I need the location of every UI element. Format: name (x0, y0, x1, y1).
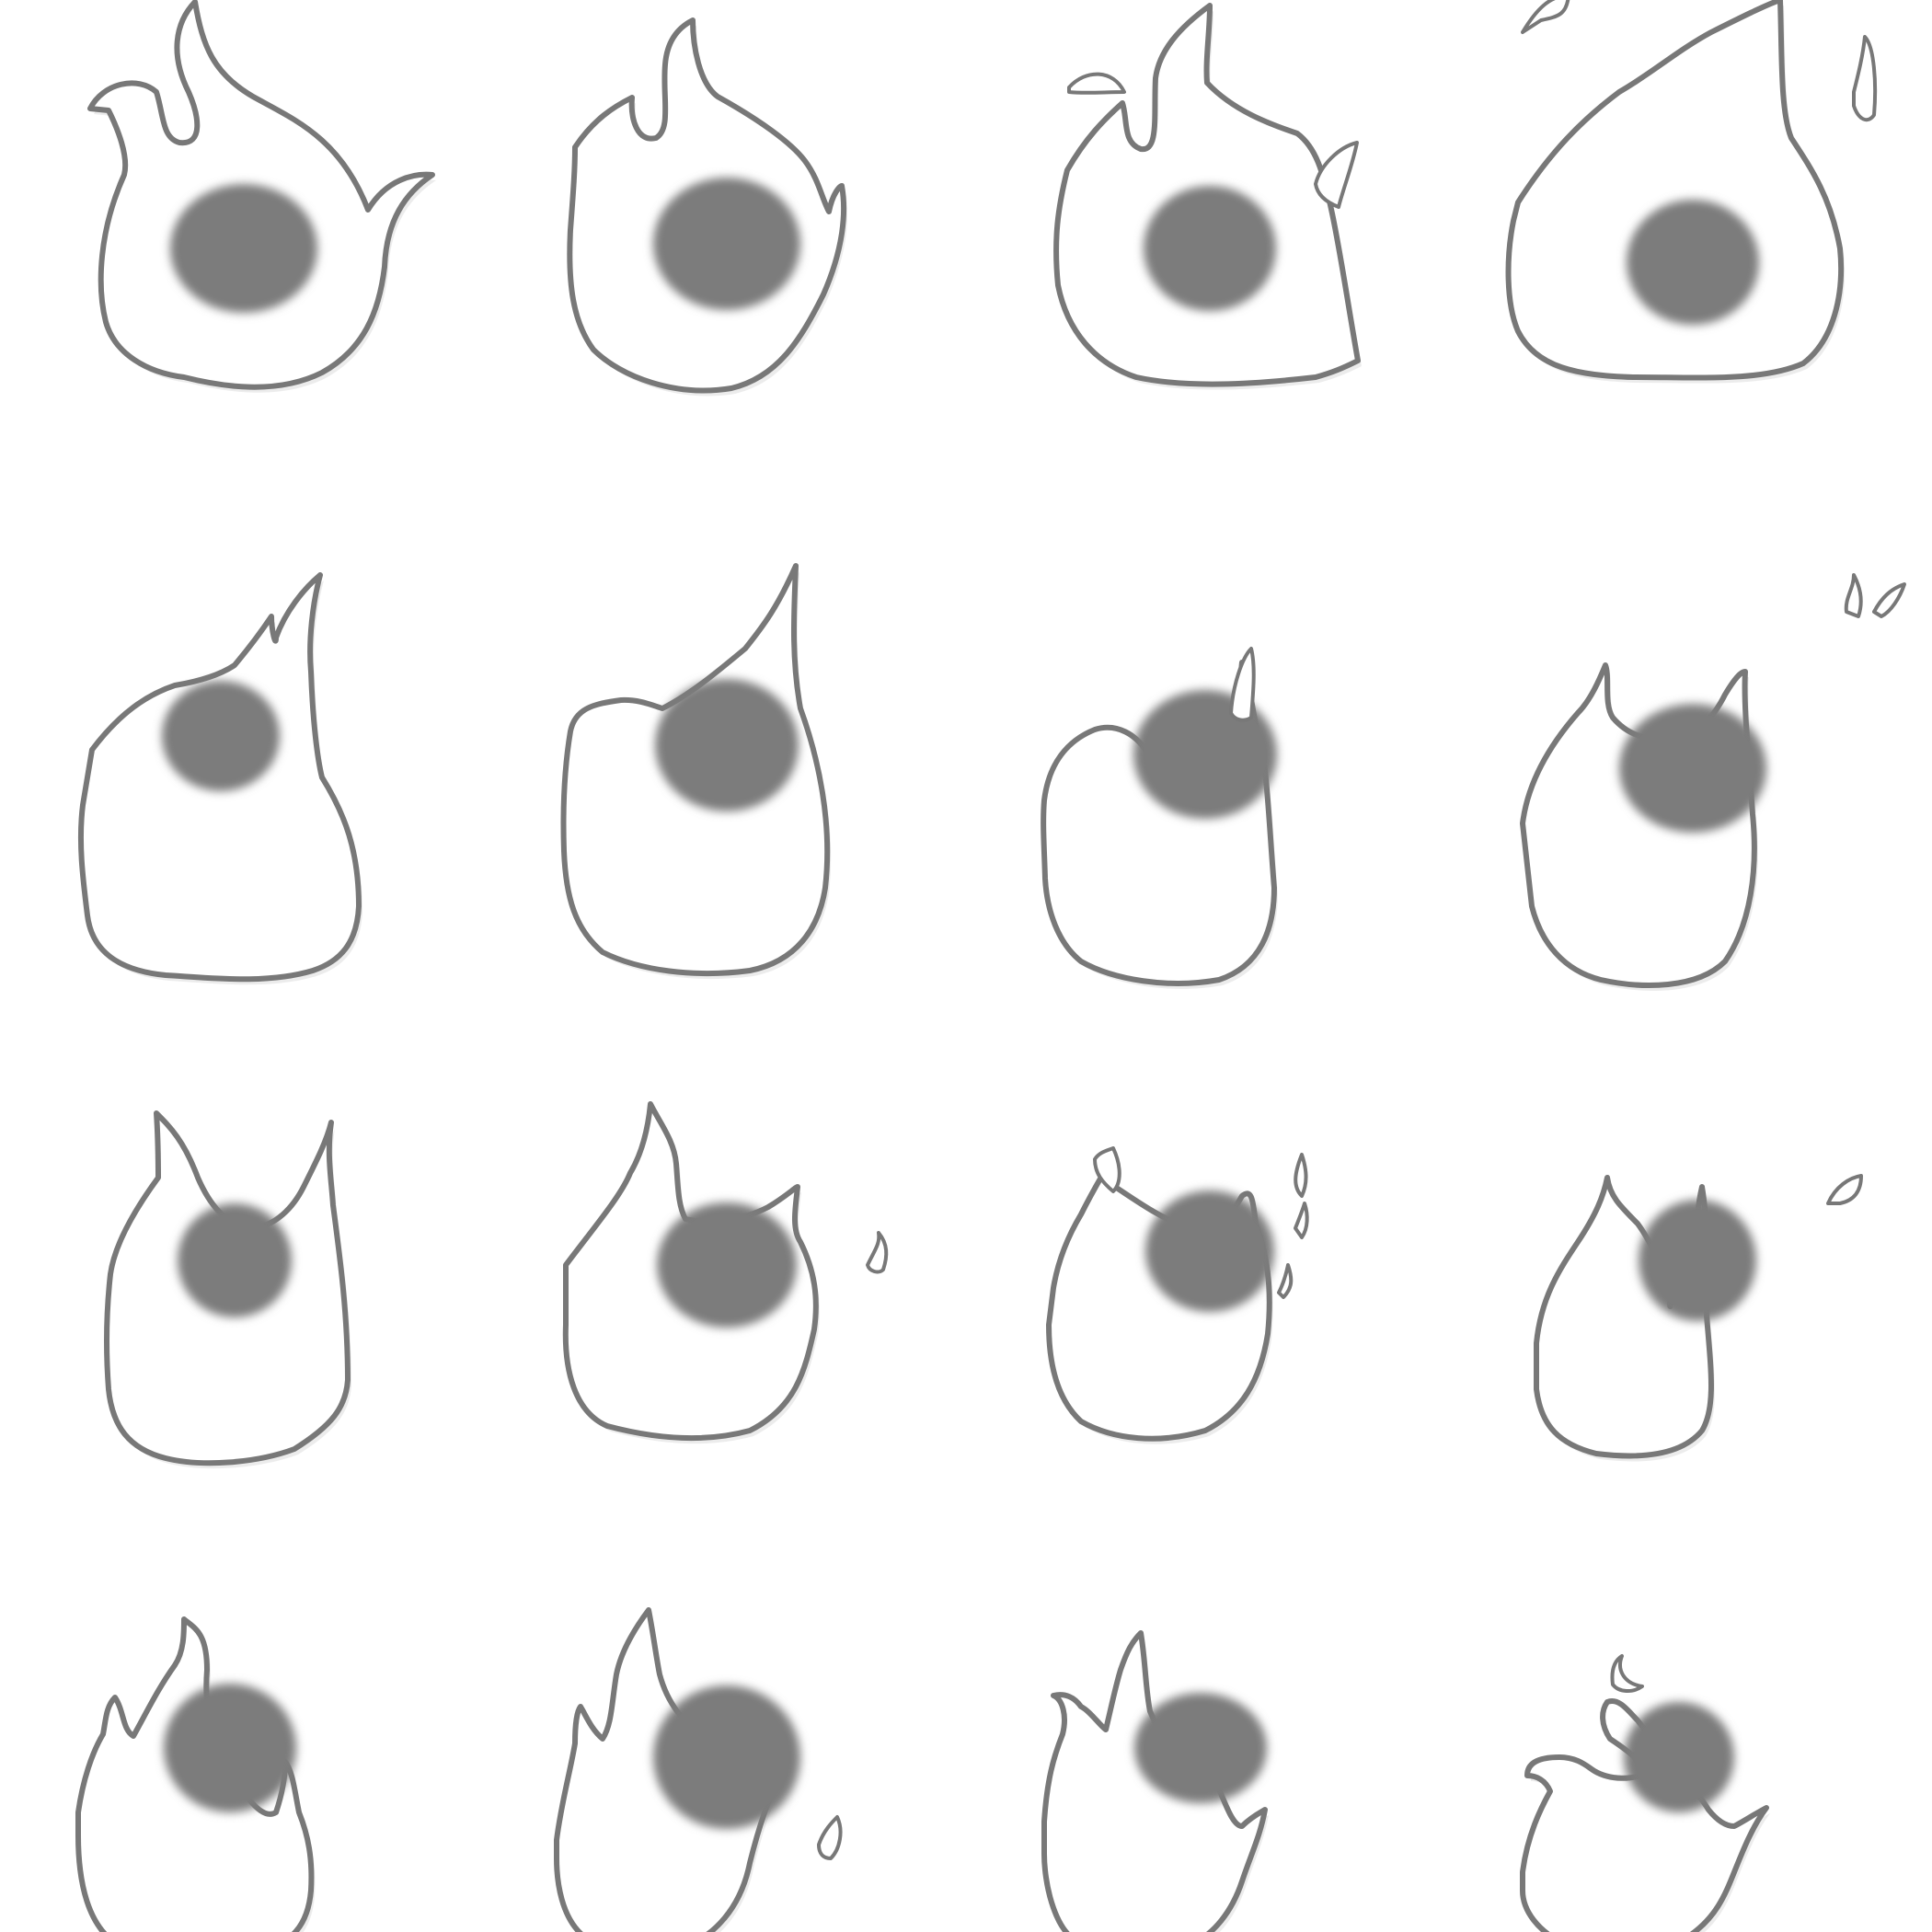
ember-spark (866, 1231, 889, 1274)
ember-spark (1067, 72, 1126, 95)
flame-frame-3 (1053, 3, 1362, 390)
flame-core (1145, 1190, 1274, 1312)
ember-spark (1314, 141, 1359, 209)
flame-core (653, 178, 800, 310)
flame-frame-7 (1041, 647, 1278, 989)
ember-spark (1521, 0, 1570, 34)
ember-spark (1294, 1153, 1308, 1198)
flame-frame-4 (1505, 0, 1878, 384)
flame-frame-11 (1046, 1146, 1309, 1444)
ember-spark (1872, 582, 1906, 618)
flame-core (162, 681, 280, 791)
flame-frame-12 (1534, 1174, 1863, 1462)
ember-spark (1229, 647, 1256, 722)
ember-spark (1093, 1146, 1121, 1193)
flame-frame-2 (567, 17, 848, 397)
flame-frame-16 (1520, 1654, 1770, 1932)
flame-core (1639, 1200, 1756, 1321)
flame-frame-5 (77, 572, 363, 985)
flame-frame-8 (1520, 573, 1906, 991)
flame-core (655, 679, 799, 811)
flame-outline (1505, 0, 1845, 381)
flame-frame-14 (554, 1607, 843, 1932)
frames-layer (75, 0, 1906, 1932)
ember-spark (1294, 1202, 1309, 1239)
flame-frame-6 (560, 563, 832, 980)
flame-core (1627, 200, 1759, 325)
ember-spark (1277, 1263, 1294, 1299)
flame-core (178, 1203, 292, 1317)
flame-frame-10 (562, 1101, 889, 1444)
ember-spark (1610, 1654, 1644, 1693)
ember-spark (1852, 35, 1878, 122)
flame-core (1134, 1693, 1267, 1803)
flame-frame-9 (103, 1110, 351, 1469)
flame-core (170, 184, 317, 313)
flame-core (653, 1685, 800, 1829)
flame-core (657, 1202, 797, 1328)
flame-core (1144, 186, 1276, 311)
flame-core (164, 1684, 296, 1812)
flame-frame-13 (75, 1616, 316, 1932)
flame-frame-15 (1041, 1630, 1269, 1932)
flame-core (1624, 1702, 1734, 1812)
flame-frame-1 (87, 0, 436, 393)
flame-core (1133, 690, 1277, 819)
ember-spark (817, 1815, 843, 1860)
ember-spark (1844, 573, 1863, 618)
ember-spark (1826, 1174, 1863, 1205)
flame-core (1619, 704, 1766, 833)
